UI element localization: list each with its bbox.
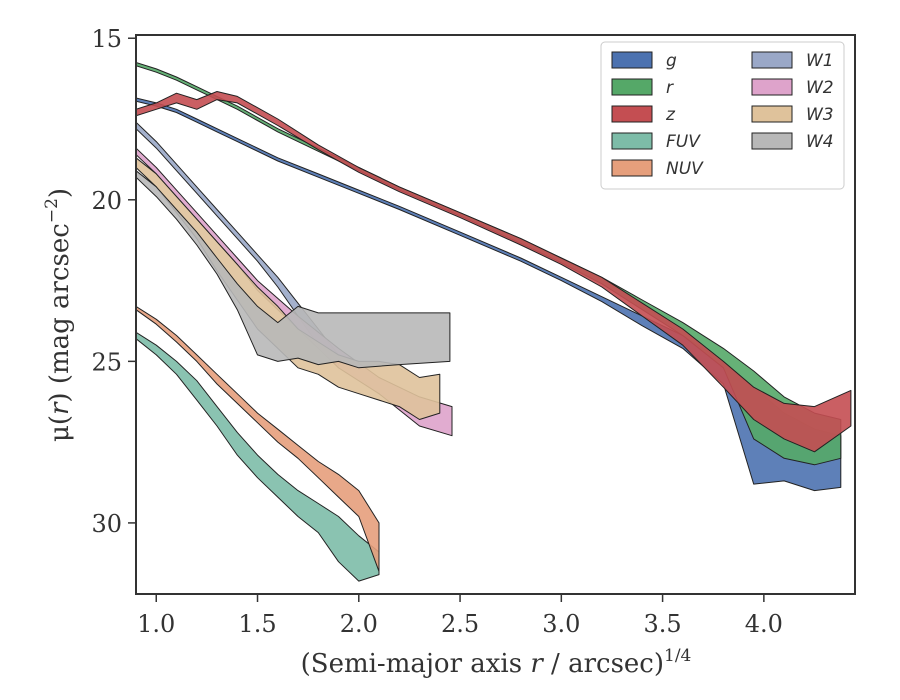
series-band-fuv xyxy=(136,331,380,582)
legend-label-r: r xyxy=(666,78,674,98)
y-tick-label: 25 xyxy=(91,348,122,376)
plot-frame xyxy=(135,34,856,595)
legend-swatch-w1 xyxy=(751,51,793,69)
legend-swatch-z xyxy=(611,105,653,123)
legend-label-fuv: FUV xyxy=(666,132,701,152)
x-axis-ticks: 1.0 1.5 2.0 2.5 3.0 3.5 4.0 xyxy=(137,594,783,638)
y-tick-label: 30 xyxy=(91,510,122,538)
x-tick-label: 2.5 xyxy=(441,610,479,638)
x-tick-label: 1.5 xyxy=(238,610,276,638)
series-band-g xyxy=(136,97,842,492)
legend-swatch-r xyxy=(611,78,653,96)
legend-label-g: g xyxy=(666,51,677,71)
legend-label-w2: W2 xyxy=(806,78,834,98)
legend-swatch-nuv xyxy=(611,159,653,177)
x-axis-label: (Semi-major axis r / arcsec)1/4 xyxy=(301,646,692,679)
legend-label-z: z xyxy=(665,105,676,125)
legend-label-w1: W1 xyxy=(806,51,834,71)
legend-swatch-w2 xyxy=(751,78,793,96)
series-layer xyxy=(136,62,852,582)
x-tick-label: 1.0 xyxy=(137,610,175,638)
legend: grz FUV NUV W1 W2 W3 W4 xyxy=(600,41,845,190)
y-axis-label: μ(r) (mag arcsec−2) xyxy=(42,188,75,442)
series-band-z xyxy=(136,91,852,453)
y-tick-label: 15 xyxy=(91,25,122,53)
y-tick-label: 20 xyxy=(91,187,122,215)
y-axis-ticks: 15 20 25 30 xyxy=(91,25,136,538)
series-band-w4 xyxy=(136,170,451,369)
x-tick-label: 4.0 xyxy=(745,610,783,638)
legend-label-nuv: NUV xyxy=(666,159,704,179)
x-tick-label: 3.5 xyxy=(644,610,682,638)
legend-label-w3: W3 xyxy=(806,105,834,125)
series-band-nuv xyxy=(136,305,380,572)
x-tick-label: 3.0 xyxy=(542,610,580,638)
legend-swatch-w4 xyxy=(751,132,793,150)
legend-swatch-w3 xyxy=(751,105,793,123)
legend-swatch-fuv xyxy=(611,132,653,150)
legend-swatch-g xyxy=(611,51,653,69)
x-tick-label: 2.0 xyxy=(340,610,378,638)
legend-label-w4: W4 xyxy=(806,132,834,152)
